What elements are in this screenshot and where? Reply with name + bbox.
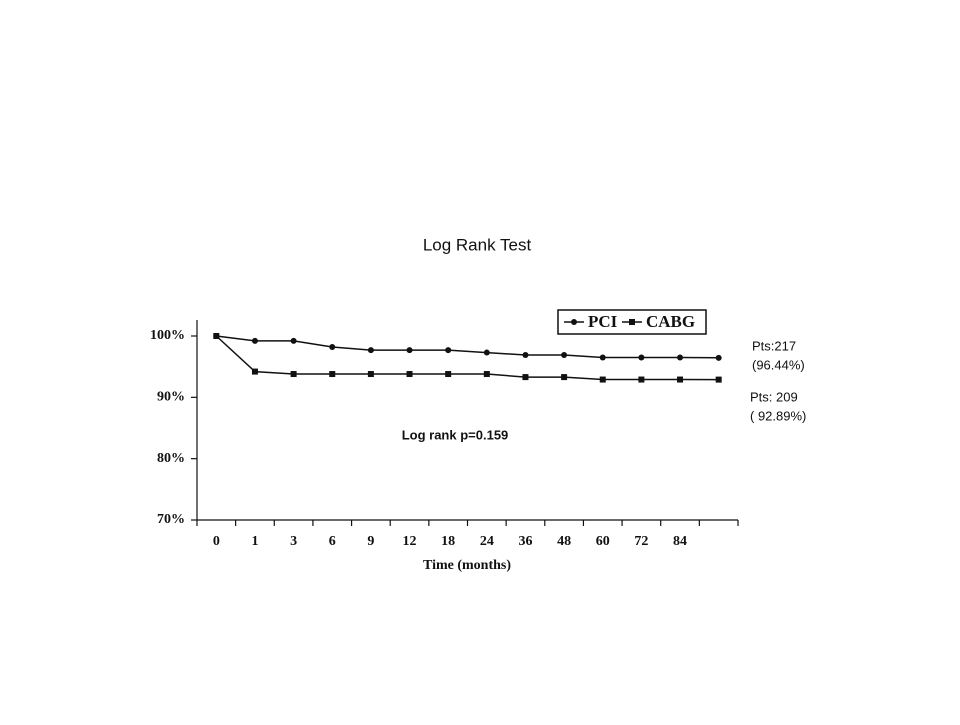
marker bbox=[638, 376, 645, 383]
annotation: Pts:217 bbox=[752, 338, 796, 353]
legend-marker bbox=[629, 319, 635, 325]
annotation: Log rank p=0.159 bbox=[402, 427, 509, 442]
marker bbox=[445, 347, 452, 354]
y-tick-label: 70% bbox=[157, 512, 185, 527]
marker bbox=[599, 354, 606, 361]
marker bbox=[715, 354, 722, 361]
marker bbox=[367, 347, 374, 354]
marker bbox=[561, 352, 568, 359]
x-tick-label: 84 bbox=[673, 534, 687, 549]
y-tick-label: 80% bbox=[157, 451, 185, 466]
x-tick-label: 24 bbox=[480, 534, 494, 549]
x-tick-label: 18 bbox=[441, 534, 455, 549]
marker bbox=[677, 376, 684, 383]
y-tick-label: 90% bbox=[157, 390, 185, 405]
x-tick-label: 6 bbox=[329, 534, 336, 549]
x-tick-label: 48 bbox=[557, 534, 571, 549]
legend-label: CABG bbox=[646, 312, 695, 331]
series-line bbox=[215, 335, 719, 381]
marker bbox=[483, 371, 490, 378]
x-tick-label: 72 bbox=[634, 534, 648, 549]
marker bbox=[522, 352, 529, 359]
x-tick-label: 0 bbox=[213, 534, 220, 549]
marker bbox=[290, 371, 297, 378]
marker bbox=[251, 337, 258, 344]
x-tick-label: 9 bbox=[367, 534, 374, 549]
marker bbox=[483, 349, 490, 356]
marker bbox=[290, 337, 297, 344]
marker bbox=[329, 344, 336, 351]
marker bbox=[406, 347, 413, 354]
marker bbox=[677, 354, 684, 361]
chart-title: Log Rank Test bbox=[423, 235, 532, 254]
x-tick-label: 60 bbox=[596, 534, 610, 549]
x-tick-label: 3 bbox=[290, 534, 297, 549]
marker bbox=[638, 354, 645, 361]
marker bbox=[251, 368, 258, 375]
series-line bbox=[216, 335, 719, 359]
y-tick-label: 100% bbox=[150, 328, 185, 343]
x-axis-label: Time (months) bbox=[423, 558, 511, 573]
marker bbox=[522, 374, 529, 381]
annotation: Pts: 209 bbox=[750, 389, 798, 404]
marker bbox=[406, 371, 413, 378]
x-tick-label: 36 bbox=[518, 534, 532, 549]
marker bbox=[599, 376, 606, 383]
annotation: ( 92.89%) bbox=[750, 408, 806, 423]
marker bbox=[213, 333, 220, 339]
marker bbox=[715, 376, 722, 383]
annotation: (96.44%) bbox=[752, 357, 805, 372]
marker bbox=[367, 371, 374, 378]
x-tick-label: 12 bbox=[403, 534, 417, 549]
x-tick-label: 1 bbox=[251, 534, 258, 549]
marker bbox=[329, 371, 336, 378]
marker bbox=[561, 374, 568, 381]
legend-label: PCI bbox=[588, 312, 618, 331]
legend-marker bbox=[571, 319, 577, 325]
marker bbox=[445, 371, 452, 378]
